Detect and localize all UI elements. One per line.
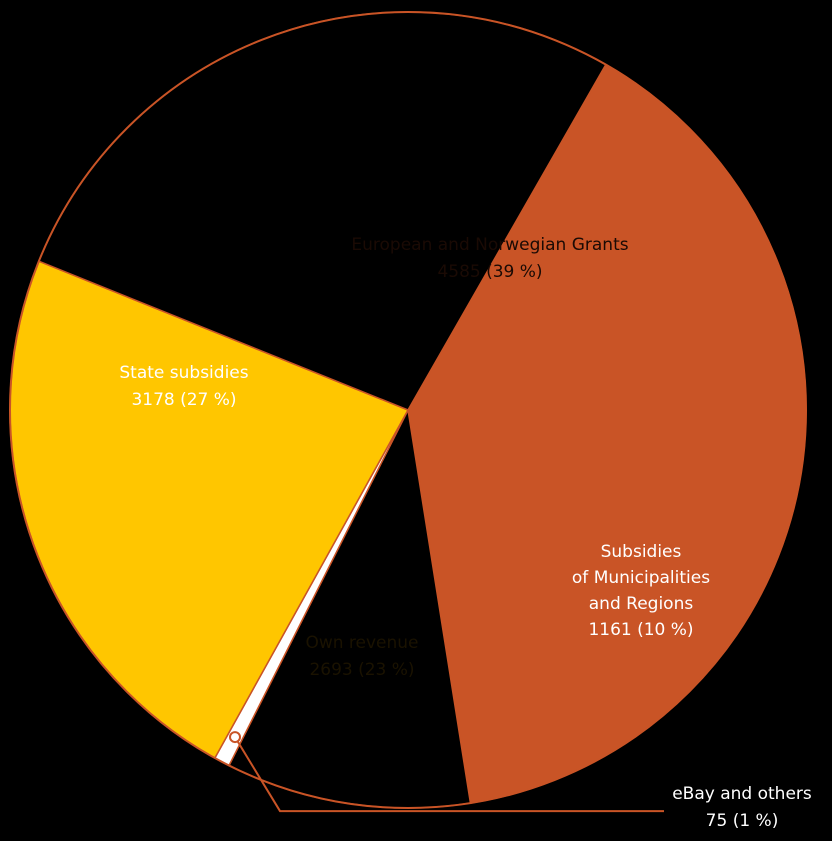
slice-label-0: European and Norwegian Grants 4585 (39 %) (351, 235, 628, 282)
leader-dot (229, 731, 242, 744)
leader-line (234, 736, 664, 813)
slice-label-1: Subsidies of Municipalities and Regions 116… (572, 542, 710, 640)
pie-slices (9, 11, 807, 809)
slice-label-3: Own revenue 2693 (23 %) (305, 633, 418, 680)
slice-label-2: eBay and others 75 (1 %) (672, 784, 812, 831)
slice-labels: European and Norwegian Grants 4585 (39 %)… (119, 235, 812, 831)
pie-outline (9, 11, 807, 809)
slice-label-4: State subsidies 3178 (27 %) (119, 363, 248, 410)
